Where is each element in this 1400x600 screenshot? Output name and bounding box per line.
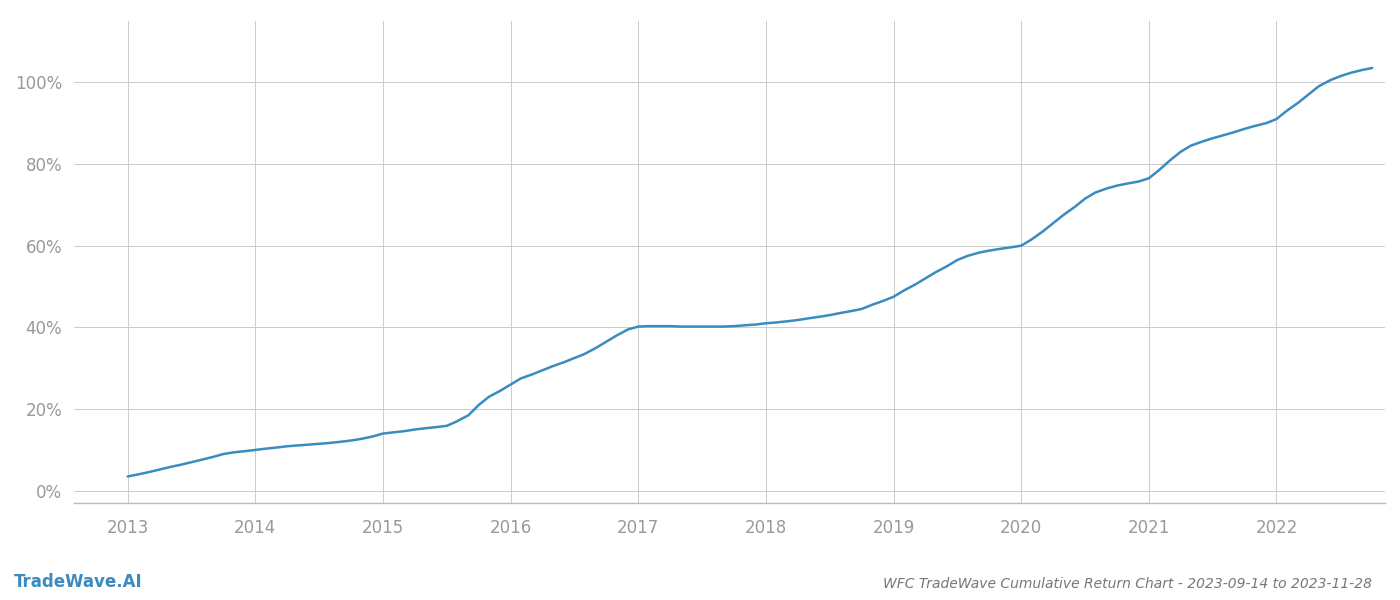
Text: WFC TradeWave Cumulative Return Chart - 2023-09-14 to 2023-11-28: WFC TradeWave Cumulative Return Chart - … xyxy=(883,577,1372,591)
Text: TradeWave.AI: TradeWave.AI xyxy=(14,573,143,591)
